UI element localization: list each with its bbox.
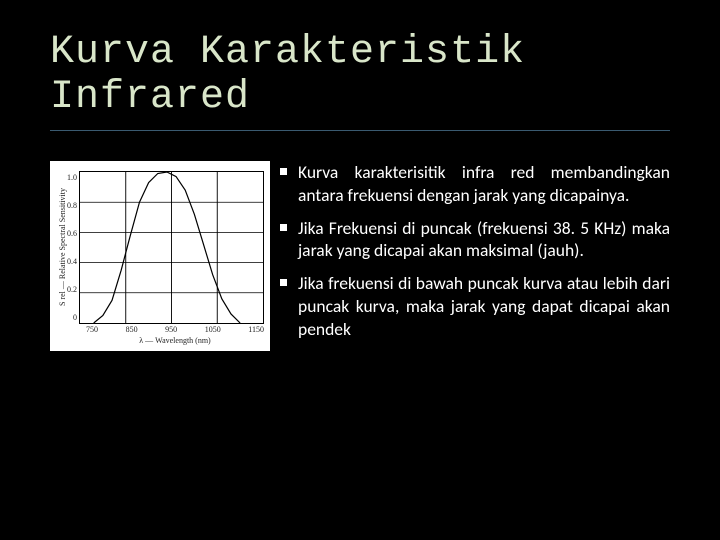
y-tick: 0 [67, 313, 77, 322]
y-axis-label: S rel — Relative Spectral Sensitivity [58, 171, 67, 324]
slide: Kurva Karakteristik Infrared S rel — Rel… [0, 0, 720, 540]
page-title: Kurva Karakteristik Infrared [50, 30, 670, 120]
chart-area: S rel — Relative Spectral Sensitivity 1.… [58, 171, 264, 324]
y-tick: 0.4 [67, 257, 77, 266]
y-tick: 1.0 [67, 173, 77, 182]
x-axis-label: λ — Wavelength (nm) [86, 334, 264, 345]
x-tick: 850 [126, 325, 138, 334]
x-tick: 750 [86, 325, 98, 334]
title-underline [50, 130, 670, 131]
list-item: Jika Frekuensi di puncak (frekuensi 38. … [280, 217, 670, 263]
bullet-list: Kurva karakterisitik infra red membandin… [280, 161, 670, 351]
x-axis-ticks: 750 850 950 1050 1150 [86, 324, 264, 334]
y-axis-ticks: 1.0 0.8 0.6 0.4 0.2 0 [67, 171, 79, 324]
content-row: S rel — Relative Spectral Sensitivity 1.… [50, 161, 670, 351]
y-tick: 0.2 [67, 285, 77, 294]
plot-area [79, 171, 264, 324]
x-tick: 1150 [248, 325, 264, 334]
list-item: Jika frekuensi di bawah puncak kurva ata… [280, 272, 670, 340]
list-item: Kurva karakterisitik infra red membandin… [280, 161, 670, 207]
y-tick: 0.6 [67, 229, 77, 238]
bell-curve [80, 172, 263, 323]
sensitivity-chart: S rel — Relative Spectral Sensitivity 1.… [50, 161, 270, 351]
y-tick: 0.8 [67, 201, 77, 210]
x-tick: 1050 [205, 325, 221, 334]
x-tick: 950 [165, 325, 177, 334]
